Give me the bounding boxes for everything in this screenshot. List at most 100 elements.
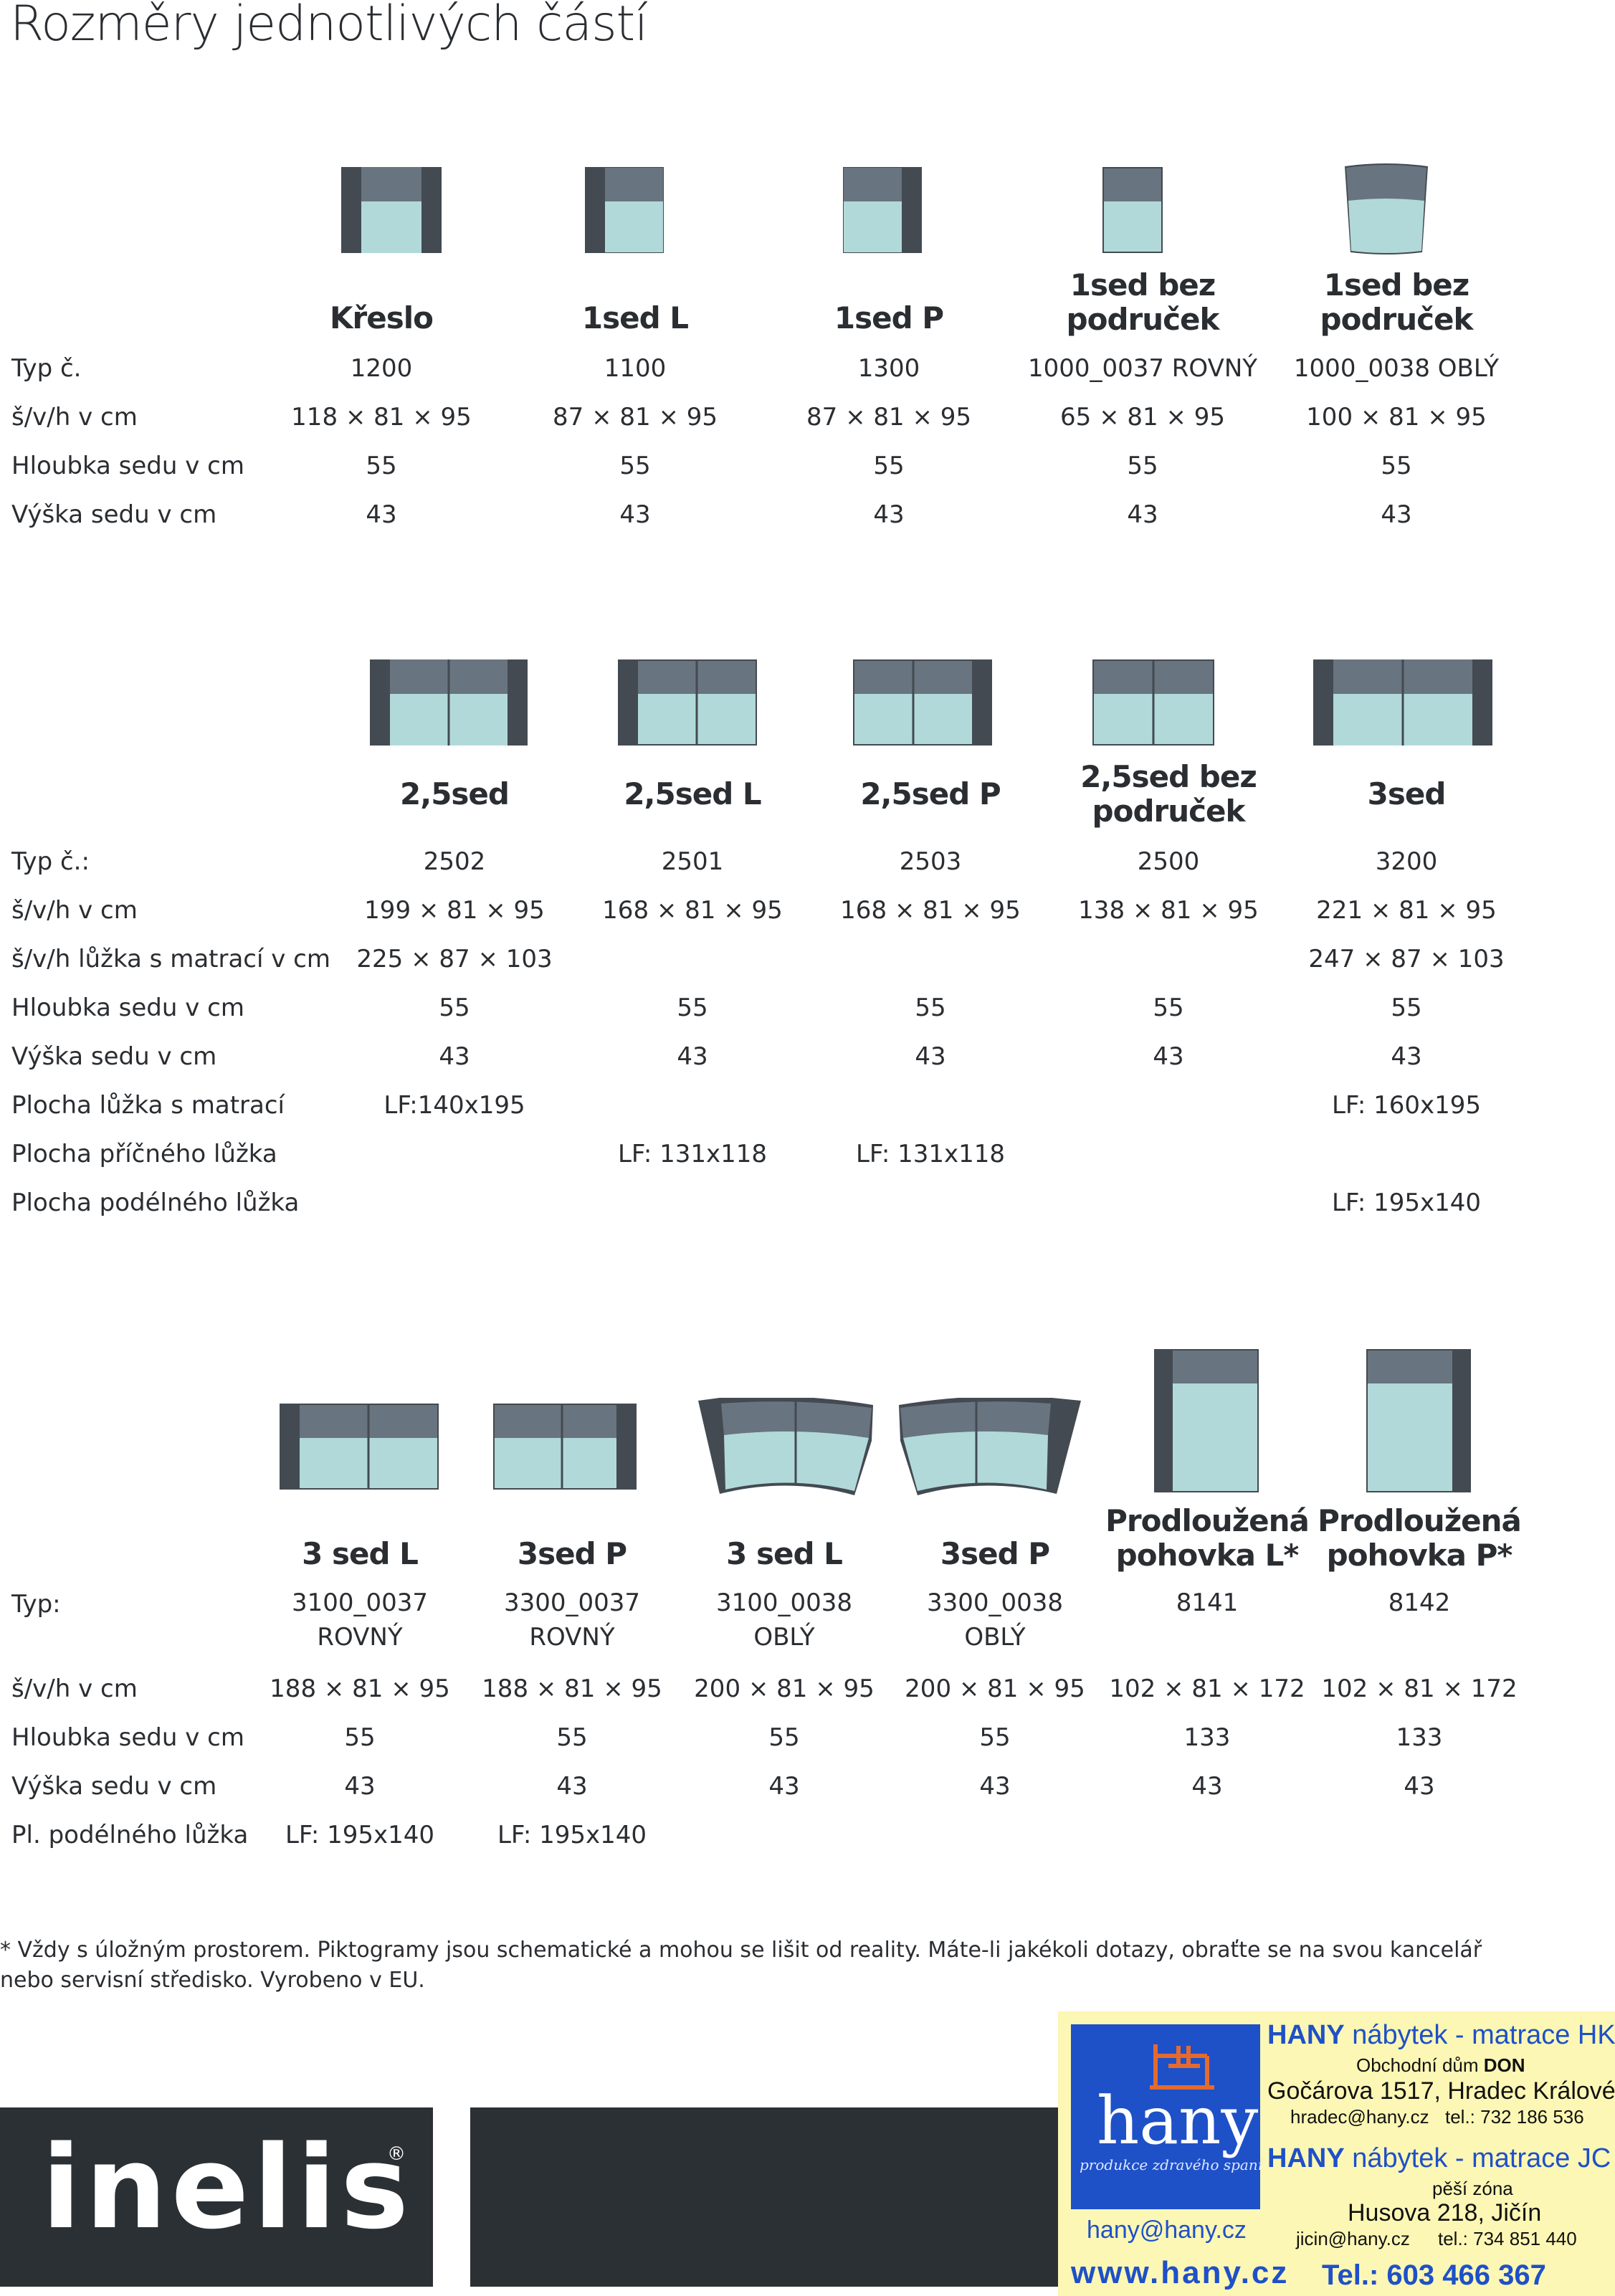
- table-cell: 8141: [1176, 1588, 1239, 1617]
- row-label: š/v/h v cm: [11, 896, 138, 925]
- row-label: š/v/h v cm: [11, 1675, 138, 1703]
- table-cell: 225 × 87 × 103: [356, 945, 553, 973]
- product-name: 3 sed L: [726, 1536, 843, 1571]
- table-cell: 55: [344, 1723, 376, 1752]
- table-cell: 3100_0038 OBLÝ: [715, 1588, 853, 1652]
- footer-bar: [470, 2107, 1058, 2287]
- product-name: 3sed: [1367, 776, 1447, 811]
- product-name: Křeslo: [330, 300, 434, 335]
- table-cell: 87 × 81 × 95: [553, 403, 718, 432]
- dealer-hk-email[interactable]: hradec@hany.cz: [1290, 2106, 1429, 2128]
- row-label: Typ č.: [11, 354, 82, 383]
- table-cell: LF:140x195: [383, 1091, 525, 1120]
- pictogram-3sed-l-obly: [698, 1398, 873, 1495]
- table-cell: 3100_0037 ROVNÝ: [291, 1588, 429, 1652]
- dealer-jc-email[interactable]: jicin@hany.cz: [1296, 2228, 1410, 2249]
- table-cell: 102 × 81 × 172: [1109, 1675, 1305, 1703]
- dealer-email[interactable]: hany@hany.cz: [1087, 2216, 1247, 2244]
- table-cell: LF: 160x195: [1331, 1091, 1482, 1120]
- table-cell: 55: [439, 994, 470, 1022]
- brand-logo-box: [0, 2107, 433, 2287]
- row-label: Plocha příčného lůžka: [11, 1140, 277, 1168]
- table-cell: 55: [915, 994, 946, 1022]
- table-cell: 188 × 81 × 95: [270, 1675, 450, 1703]
- table-cell: 2502: [423, 847, 486, 876]
- table-cell: 3300_0038 OBLÝ: [926, 1588, 1064, 1652]
- bed-icon: [1150, 2044, 1214, 2090]
- product-name: 3sed P: [940, 1536, 1050, 1571]
- table-cell: 1300: [857, 354, 920, 383]
- product-name: 2,5sed bez područek: [1080, 759, 1257, 829]
- table-cell: 55: [768, 1723, 800, 1752]
- pictogram-2-5sed: [370, 659, 528, 746]
- table-cell: 43: [619, 500, 651, 529]
- table-cell: 43: [366, 500, 397, 529]
- table-cell: 43: [1381, 500, 1412, 529]
- footnote: * Vždy s úložným prostorem. Piktogramy j…: [0, 1938, 1482, 1993]
- table-cell: 2503: [899, 847, 962, 876]
- row-label: Plocha lůžka s matrací: [11, 1091, 285, 1120]
- table-cell: 2500: [1137, 847, 1200, 876]
- table-cell: LF: 195x140: [1331, 1189, 1482, 1217]
- dealer-jc-tel: tel.: 734 851 440: [1438, 2228, 1577, 2249]
- dealer-hk-line2: Gočárova 1517, Hradec Králové: [1267, 2077, 1615, 2105]
- dealer-jc-title: HANY nábytek - matrace JC: [1267, 2143, 1611, 2173]
- pictogram-2-5sed-bez: [1092, 659, 1214, 746]
- table-cell: 200 × 81 × 95: [694, 1675, 875, 1703]
- table-cell: 55: [366, 452, 397, 480]
- row-label: Typ:: [11, 1590, 61, 1619]
- table-cell: 65 × 81 × 95: [1060, 403, 1225, 432]
- table-cell: 43: [1391, 1042, 1422, 1071]
- pictogram-2-5sed-l: [618, 659, 757, 746]
- table-cell: 43: [556, 1772, 588, 1801]
- table-cell: 55: [677, 994, 708, 1022]
- pictogram-1sed-bez-obly: [1345, 163, 1428, 254]
- row-label: Výška sedu v cm: [11, 1042, 217, 1071]
- row-label: Pl. podélného lůžka: [11, 1821, 249, 1849]
- table-cell: 247 × 87 × 103: [1308, 945, 1505, 973]
- table-cell: 43: [677, 1042, 708, 1071]
- dealer-logo-word: hany: [1097, 2082, 1259, 2159]
- table-cell: 1200: [350, 354, 413, 383]
- table-cell: 43: [915, 1042, 946, 1071]
- pictogram-prodlouzena-p: [1366, 1349, 1471, 1492]
- row-label: Plocha podélného lůžka: [11, 1189, 300, 1217]
- dealer-jc-line2: Husova 218, Jičín: [1348, 2199, 1542, 2226]
- table-cell: 188 × 81 × 95: [482, 1675, 662, 1703]
- table-cell: 118 × 81 × 95: [291, 403, 472, 432]
- product-name: Prodloužená pohovka L*: [1105, 1503, 1310, 1573]
- table-cell: 55: [1391, 994, 1422, 1022]
- brand-logo: inelis: [42, 2120, 414, 2254]
- pictogram-prodlouzena-l: [1154, 1349, 1259, 1492]
- dealer-hk-title: HANY nábytek - matrace HK: [1267, 2020, 1615, 2050]
- table-cell: 55: [619, 452, 651, 480]
- pictogram-3sed: [1313, 659, 1492, 746]
- table-cell: 100 × 81 × 95: [1306, 403, 1487, 432]
- row-label: š/v/h lůžka s matrací v cm: [11, 945, 330, 973]
- table-cell: LF: 131x118: [855, 1140, 1006, 1168]
- row-label: Výška sedu v cm: [11, 1772, 217, 1801]
- table-cell: LF: 131x118: [617, 1140, 768, 1168]
- product-name: 3 sed L: [302, 1536, 419, 1571]
- pictogram-2-5sed-p: [853, 659, 992, 746]
- product-name: Prodloužená pohovka P*: [1318, 1503, 1522, 1573]
- table-cell: 43: [1191, 1772, 1223, 1801]
- table-cell: 8142: [1388, 1588, 1451, 1617]
- table-cell: 55: [1127, 452, 1158, 480]
- dealer-web[interactable]: www.hany.cz: [1071, 2255, 1290, 2290]
- dealer-hk-tel: tel.: 732 186 536: [1445, 2106, 1584, 2128]
- table-cell: 133: [1396, 1723, 1443, 1752]
- dealer-logo: [1071, 2024, 1260, 2209]
- table-cell: 43: [1127, 500, 1158, 529]
- row-label: Hloubka sedu v cm: [11, 452, 244, 480]
- table-cell: 3200: [1375, 847, 1438, 876]
- table-cell: 43: [344, 1772, 376, 1801]
- row-label: Hloubka sedu v cm: [11, 1723, 244, 1752]
- brand-tagline: čalouněný nábytek: [43, 2251, 414, 2280]
- table-cell: 43: [439, 1042, 470, 1071]
- dealer-logo-sub: produkce zdravého spaní: [1080, 2156, 1263, 2173]
- pictogram-3sed-p-rovny: [493, 1404, 637, 1490]
- dealer-jc-line1: pěší zóna: [1432, 2178, 1513, 2199]
- row-label: Hloubka sedu v cm: [11, 994, 244, 1022]
- dealer-phone: Tel.: 603 466 367: [1322, 2259, 1546, 2291]
